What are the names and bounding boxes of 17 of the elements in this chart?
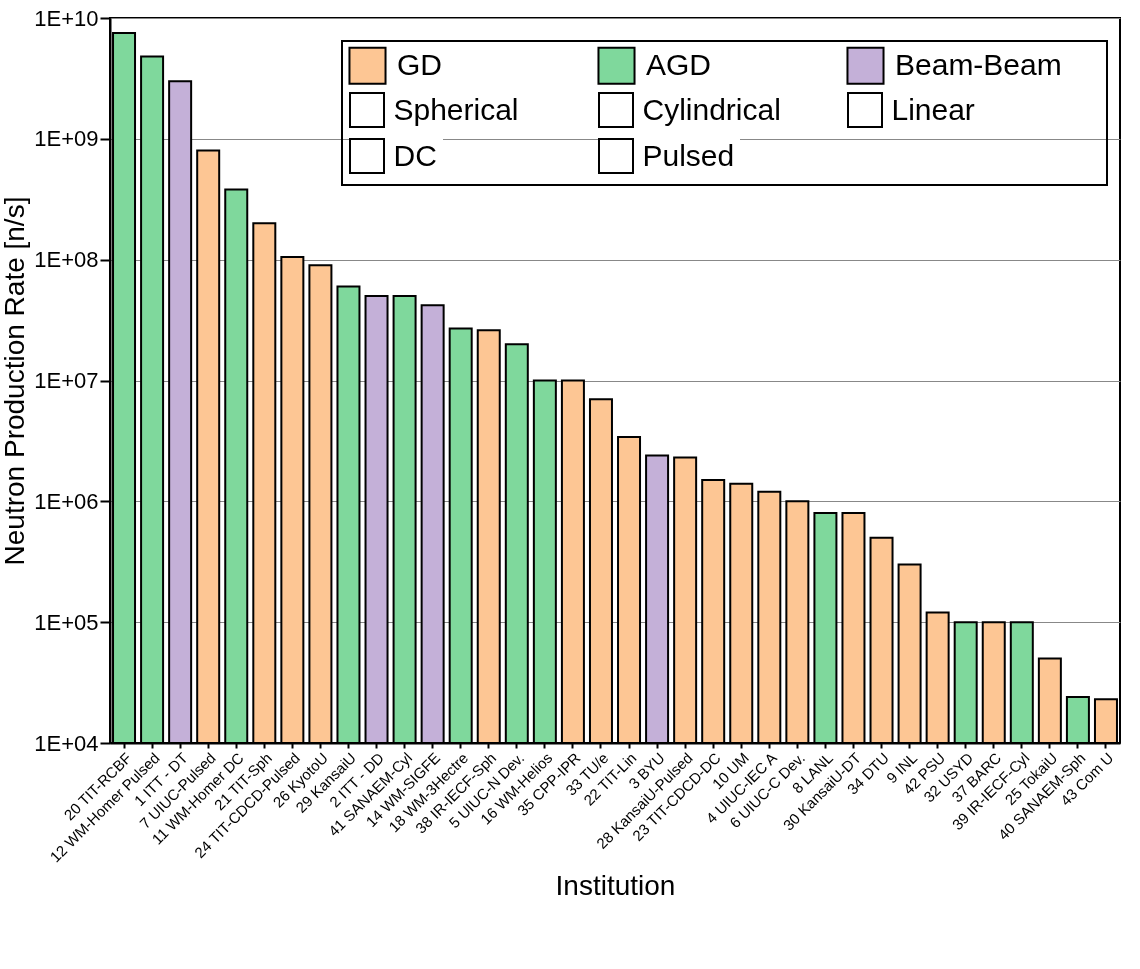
y-tick-label: 1E+06 [34, 488, 99, 514]
annotation: Linear [891, 92, 975, 127]
y-tick-label: 1E+07 [34, 368, 99, 393]
annotation: Pulsed [642, 138, 735, 173]
annotation: DC [393, 138, 437, 173]
legend-label: AGD [646, 47, 712, 81]
legend-label: GD [397, 47, 442, 81]
annotation: Spherical [393, 92, 519, 127]
y-tick-label: 1E+09 [34, 126, 99, 152]
y-tick-label: 1E+08 [34, 247, 99, 273]
legend-label: Beam-Beam [895, 47, 1062, 81]
x-axis-title: Institution [555, 870, 676, 902]
y-tick-label: 1E+10 [34, 5, 99, 31]
y-axis-title: Neutron Production Rate [n/s] [0, 196, 31, 566]
y-tick-label: 1E+04 [34, 730, 99, 756]
annotation: Cylindrical [642, 92, 781, 127]
y-tick-label: 1E+05 [34, 609, 99, 635]
